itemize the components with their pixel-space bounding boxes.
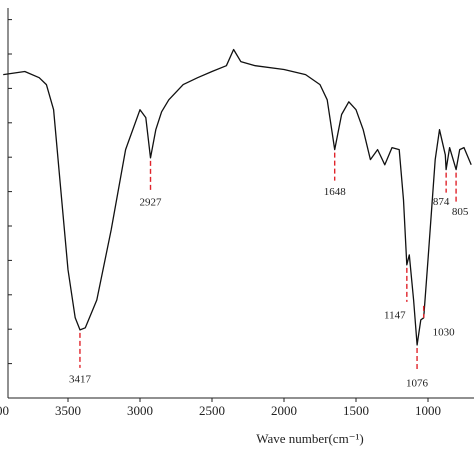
peak-label: 1076 xyxy=(406,378,429,390)
x-tick-label: 2500 xyxy=(199,403,225,418)
x-tick-label: 3000 xyxy=(127,403,153,418)
peak-label: 2927 xyxy=(140,196,163,208)
x-tick-label: 2000 xyxy=(271,403,297,418)
spectrum-line xyxy=(3,48,472,346)
x-tick-label: 4000 xyxy=(0,403,9,418)
peak-label: 1030 xyxy=(433,326,456,338)
x-tick-label: 3500 xyxy=(55,403,81,418)
peak-label: 3417 xyxy=(69,373,92,385)
x-tick-label: 1500 xyxy=(343,403,369,418)
x-axis-label: Wave number(cm⁻¹) xyxy=(256,431,364,446)
peak-label: 805 xyxy=(452,206,469,218)
peak-label: 1648 xyxy=(324,186,347,198)
x-tick-label: 1000 xyxy=(415,403,441,418)
peak-label: 874 xyxy=(433,196,450,208)
peak-label: 1147 xyxy=(384,309,406,321)
